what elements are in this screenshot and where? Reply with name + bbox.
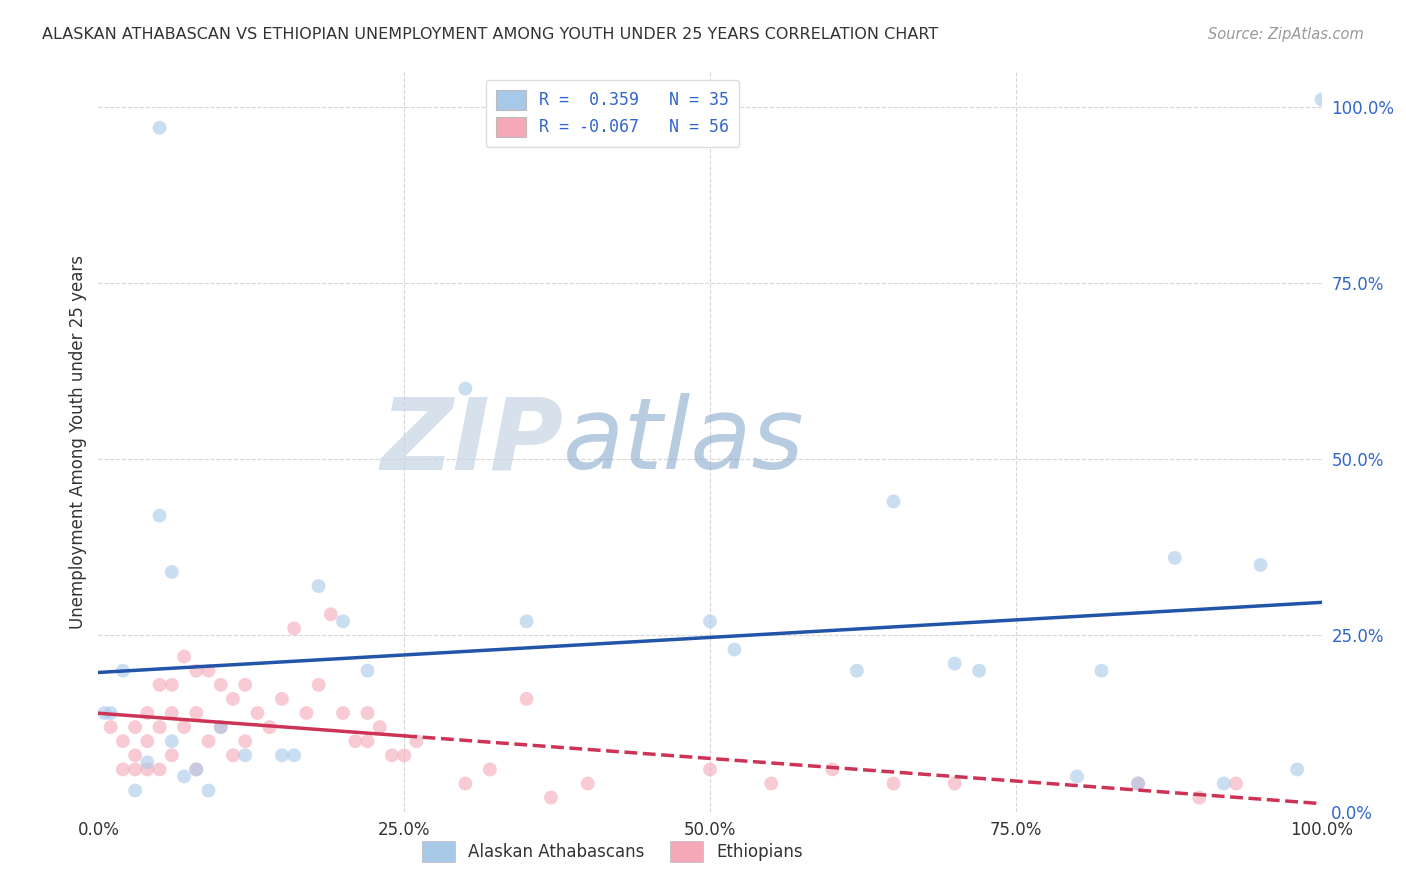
- Point: [197, 783, 219, 797]
- Point: [173, 769, 195, 783]
- Point: [149, 720, 172, 734]
- Point: [270, 692, 294, 706]
- Point: [136, 706, 159, 720]
- Point: [308, 678, 330, 692]
- Point: [454, 776, 477, 790]
- Point: [344, 734, 367, 748]
- Point: [943, 657, 966, 671]
- Point: [173, 649, 195, 664]
- Point: [723, 642, 745, 657]
- Point: [93, 706, 115, 720]
- Point: [100, 706, 122, 720]
- Point: [160, 565, 183, 579]
- Point: [1090, 664, 1112, 678]
- Point: [332, 615, 354, 629]
- Point: [246, 706, 269, 720]
- Point: [124, 720, 146, 734]
- Point: [149, 763, 172, 777]
- Point: [259, 720, 281, 734]
- Point: [222, 692, 245, 706]
- Point: [405, 734, 427, 748]
- Point: [540, 790, 562, 805]
- Point: [356, 706, 378, 720]
- Point: [111, 734, 134, 748]
- Point: [821, 763, 844, 777]
- Point: [233, 748, 256, 763]
- Legend: Alaskan Athabascans, Ethiopians: Alaskan Athabascans, Ethiopians: [413, 833, 811, 870]
- Point: [124, 763, 146, 777]
- Point: [295, 706, 318, 720]
- Point: [209, 678, 232, 692]
- Point: [173, 720, 195, 734]
- Point: [270, 748, 294, 763]
- Point: [197, 734, 219, 748]
- Point: [1164, 550, 1187, 565]
- Point: [356, 734, 378, 748]
- Point: [943, 776, 966, 790]
- Point: [222, 748, 245, 763]
- Point: [1128, 776, 1150, 790]
- Text: atlas: atlas: [564, 393, 804, 490]
- Point: [136, 734, 159, 748]
- Point: [233, 734, 256, 748]
- Point: [454, 382, 477, 396]
- Point: [186, 664, 208, 678]
- Point: [149, 120, 172, 135]
- Point: [1225, 776, 1247, 790]
- Text: Source: ZipAtlas.com: Source: ZipAtlas.com: [1208, 27, 1364, 42]
- Point: [576, 776, 599, 790]
- Point: [160, 734, 183, 748]
- Point: [332, 706, 354, 720]
- Point: [100, 720, 122, 734]
- Point: [392, 748, 416, 763]
- Point: [136, 756, 159, 770]
- Point: [1249, 558, 1271, 572]
- Text: ZIP: ZIP: [380, 393, 564, 490]
- Text: ALASKAN ATHABASCAN VS ETHIOPIAN UNEMPLOYMENT AMONG YOUTH UNDER 25 YEARS CORRELAT: ALASKAN ATHABASCAN VS ETHIOPIAN UNEMPLOY…: [42, 27, 938, 42]
- Point: [319, 607, 342, 622]
- Point: [381, 748, 404, 763]
- Point: [368, 720, 391, 734]
- Point: [111, 763, 134, 777]
- Point: [1286, 763, 1309, 777]
- Point: [515, 615, 537, 629]
- Point: [149, 508, 172, 523]
- Point: [308, 579, 330, 593]
- Point: [186, 763, 208, 777]
- Point: [1188, 790, 1211, 805]
- Point: [1066, 769, 1088, 783]
- Point: [967, 664, 990, 678]
- Point: [845, 664, 868, 678]
- Point: [149, 678, 172, 692]
- Point: [160, 678, 183, 692]
- Point: [197, 664, 219, 678]
- Point: [1128, 776, 1150, 790]
- Point: [356, 664, 378, 678]
- Point: [209, 720, 232, 734]
- Y-axis label: Unemployment Among Youth under 25 years: Unemployment Among Youth under 25 years: [69, 254, 87, 629]
- Point: [124, 748, 146, 763]
- Point: [1310, 93, 1333, 107]
- Point: [478, 763, 501, 777]
- Point: [160, 706, 183, 720]
- Point: [111, 664, 134, 678]
- Point: [883, 776, 905, 790]
- Point: [186, 763, 208, 777]
- Point: [124, 783, 146, 797]
- Point: [883, 494, 905, 508]
- Point: [283, 748, 305, 763]
- Point: [160, 748, 183, 763]
- Point: [515, 692, 537, 706]
- Point: [1212, 776, 1234, 790]
- Point: [233, 678, 256, 692]
- Point: [186, 706, 208, 720]
- Point: [699, 763, 721, 777]
- Point: [699, 615, 721, 629]
- Point: [283, 621, 305, 635]
- Point: [136, 763, 159, 777]
- Point: [209, 720, 232, 734]
- Point: [761, 776, 783, 790]
